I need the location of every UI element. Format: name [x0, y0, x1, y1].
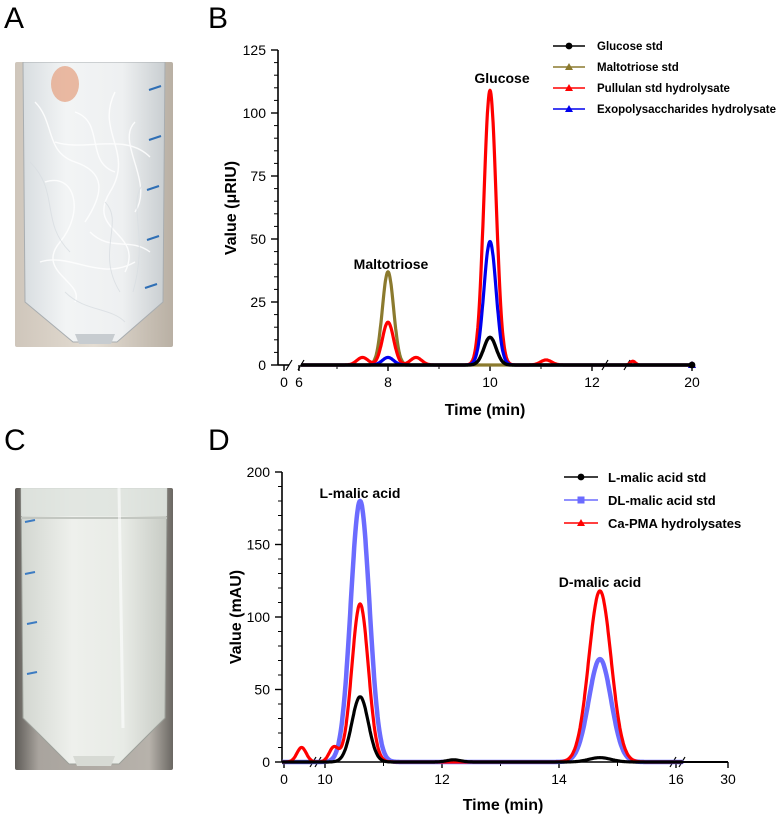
y-tick-label: 25	[250, 294, 266, 310]
panel-letter-b: B	[208, 2, 229, 35]
y-tick-label: 50	[250, 231, 266, 247]
series-line-pullulan-std-hydrolysate	[301, 88, 692, 367]
panel-letter-a: A	[4, 2, 25, 35]
legend-marker	[577, 519, 585, 526]
legend-label: DL-malic acid std	[608, 493, 716, 508]
y-tick-label: 150	[247, 537, 271, 553]
series-line-glucose-std	[301, 335, 692, 367]
panel-letter-d: D	[208, 424, 230, 457]
legend-label: Exopolysaccharides hydrolysate	[597, 104, 776, 116]
legend-marker	[577, 473, 585, 481]
legend-label: L-malic acid std	[608, 470, 706, 485]
legend-marker	[577, 496, 585, 504]
annotation-l-malic-acid: L-malic acid	[320, 485, 401, 501]
photo-tube-fibrous-precipitate	[15, 62, 173, 347]
legend-marker	[565, 63, 573, 70]
y-tick-label: 200	[247, 464, 271, 480]
photo-tube-milky-suspension	[15, 488, 173, 770]
y-tick-label: 100	[247, 609, 271, 625]
x-tick-label: 30	[720, 771, 736, 787]
x-tick-label: 12	[584, 374, 600, 390]
y-tick-label: 50	[254, 682, 270, 698]
chart-d-malic-acid-chromatogram: 0 50 100 150 200 0 10 12 14 16 30 Time (min) Value (…	[228, 464, 741, 814]
series-line-l-malic-acid-std	[282, 695, 684, 764]
legend-label: Pullulan std hydrolysate	[597, 83, 730, 95]
x-tick-label: 12	[434, 771, 450, 787]
y-tick-label: 75	[250, 168, 266, 184]
legend-marker	[565, 42, 573, 50]
panel-letter-c: C	[4, 424, 26, 457]
x-tick-label: 6	[295, 374, 303, 390]
legend-marker	[565, 84, 573, 91]
legend-label: Ca-PMA hydrolysates	[608, 516, 741, 531]
x-tick-label: 10	[482, 374, 498, 390]
annotation-d-malic-acid: D-malic acid	[559, 574, 641, 590]
x-tick-label: 14	[551, 771, 567, 787]
x-axis-label: Time (min)	[463, 797, 544, 814]
y-tick-label: 0	[262, 754, 270, 770]
series-line-dl-malic-acid-std	[281, 498, 685, 765]
x-axis-break	[285, 359, 293, 371]
annotation-maltotriose: Maltotriose	[354, 256, 429, 272]
x-tick-label: 0	[280, 771, 288, 787]
y-tick-label: 100	[243, 105, 267, 121]
legend-marker	[565, 105, 573, 112]
x-tick-label: 10	[317, 771, 333, 787]
legend-label: Glucose std	[597, 41, 663, 53]
y-axis-label: Value (mAU)	[228, 570, 245, 664]
x-tick-label: 8	[384, 374, 392, 390]
x-tick-label: 20	[684, 374, 700, 390]
x-axis-label: Time (min)	[445, 402, 526, 419]
x-tick-label: 0	[280, 374, 288, 390]
series-end-marker	[688, 361, 696, 369]
y-axis-label: Value (μRIU)	[223, 161, 240, 255]
x-tick-label: 16	[668, 771, 684, 787]
annotation-glucose: Glucose	[474, 70, 529, 86]
legend-label: Maltotriose std	[597, 62, 679, 74]
y-tick-label: 0	[258, 357, 266, 373]
y-tick-label: 125	[243, 42, 267, 58]
